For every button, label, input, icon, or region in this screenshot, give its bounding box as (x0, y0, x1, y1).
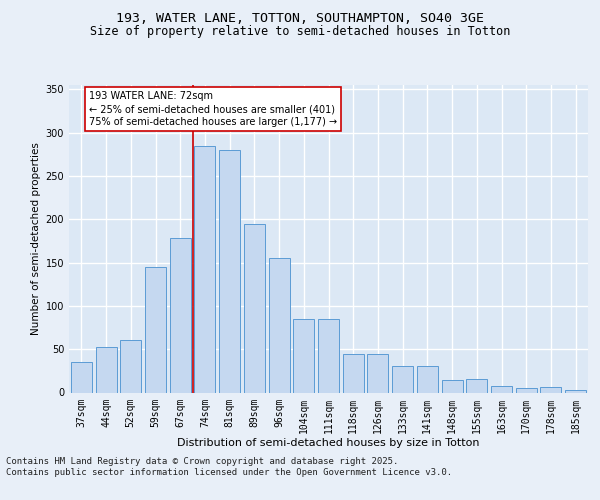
Bar (145, 267, 166, 392)
Bar (318, 319, 339, 392)
Bar (367, 354, 388, 393)
Bar (417, 366, 438, 392)
Bar (491, 386, 512, 392)
Bar (244, 224, 265, 392)
Bar (541, 388, 562, 392)
Bar (392, 366, 413, 392)
Bar (516, 388, 537, 392)
Bar (194, 146, 215, 392)
Bar (219, 150, 240, 392)
Text: 193, WATER LANE, TOTTON, SOUTHAMPTON, SO40 3GE: 193, WATER LANE, TOTTON, SOUTHAMPTON, SO… (116, 12, 484, 26)
Bar (120, 340, 141, 392)
Bar (343, 354, 364, 393)
Bar (269, 258, 290, 392)
Bar (565, 390, 586, 392)
Text: Size of property relative to semi-detached houses in Totton: Size of property relative to semi-detach… (90, 25, 510, 38)
X-axis label: Distribution of semi-detached houses by size in Totton: Distribution of semi-detached houses by … (177, 438, 480, 448)
Text: Contains HM Land Registry data © Crown copyright and database right 2025.
Contai: Contains HM Land Registry data © Crown c… (6, 458, 452, 477)
Y-axis label: Number of semi-detached properties: Number of semi-detached properties (31, 142, 41, 335)
Bar (442, 380, 463, 392)
Bar (170, 238, 191, 392)
Bar (71, 362, 92, 392)
Bar (293, 319, 314, 392)
Text: 193 WATER LANE: 72sqm
← 25% of semi-detached houses are smaller (401)
75% of sem: 193 WATER LANE: 72sqm ← 25% of semi-deta… (89, 91, 337, 128)
Bar (466, 378, 487, 392)
Bar (95, 348, 116, 393)
